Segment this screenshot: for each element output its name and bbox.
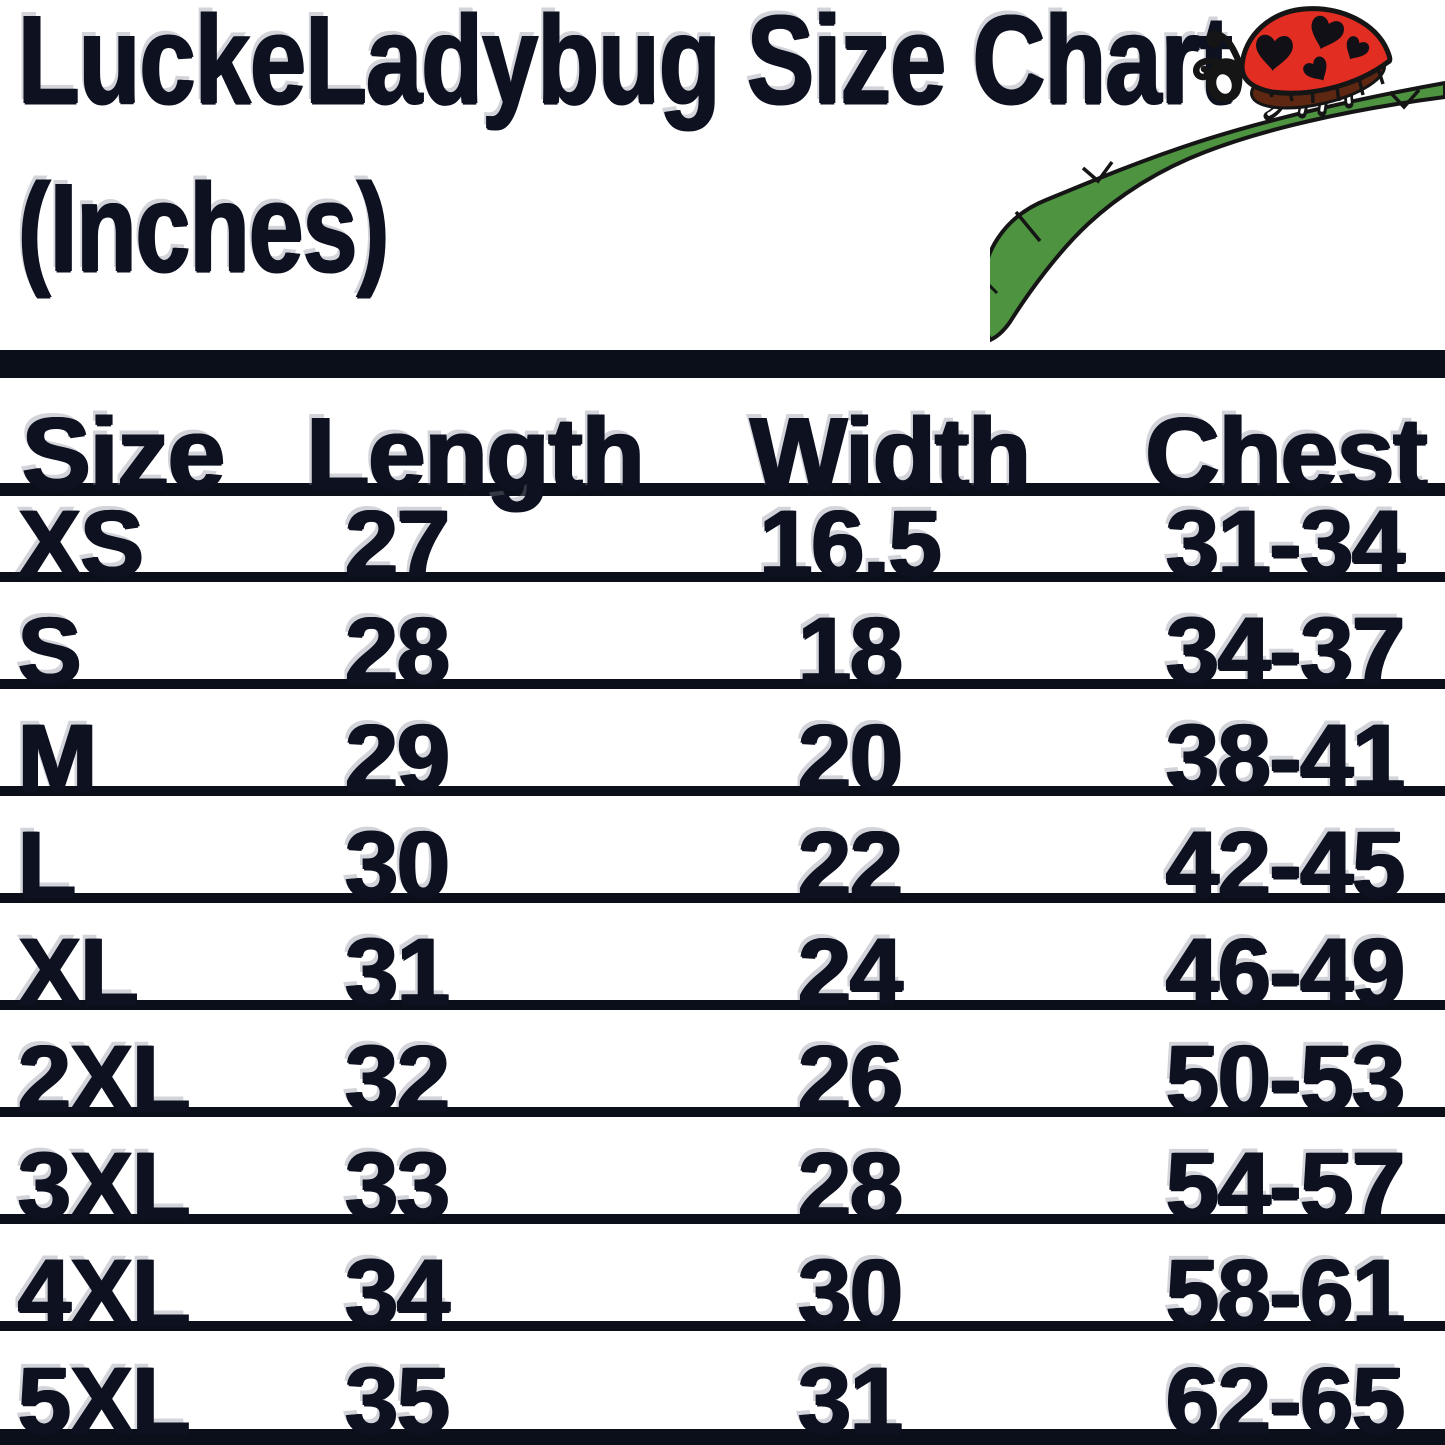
table-top-rule xyxy=(0,350,1445,378)
column-header-width: Width xyxy=(749,396,1031,511)
table-row-m: M 29 20 38-41 xyxy=(0,689,1445,806)
width-value: 18 xyxy=(798,598,903,704)
page-subtitle: (Inches) xyxy=(18,157,389,298)
length-value: 32 xyxy=(345,1026,450,1132)
chest-value: 34-37 xyxy=(1166,598,1405,704)
chest-value: 38-41 xyxy=(1166,705,1405,811)
leaf-blade xyxy=(990,81,1445,342)
length-value: 34 xyxy=(345,1240,450,1346)
width-value: 20 xyxy=(798,705,903,811)
size-value: M xyxy=(18,705,97,811)
size-value: XL xyxy=(18,919,138,1025)
width-value: 28 xyxy=(798,1133,903,1239)
width-value: 16.5 xyxy=(759,491,942,597)
column-header-length: Length xyxy=(306,396,644,511)
length-value: 29 xyxy=(345,705,450,811)
table-row-l: L 30 22 42-45 xyxy=(0,796,1445,913)
size-value: 5XL xyxy=(18,1348,190,1445)
table-row-4xl: 4XL 34 30 58-61 xyxy=(0,1224,1445,1341)
size-value: S xyxy=(18,598,81,704)
length-value: 33 xyxy=(345,1133,450,1239)
size-chart-table: Size Length Width Chest XS 27 16.5 31-34… xyxy=(0,350,1445,1445)
table-row-3xl: 3XL 33 28 54-57 xyxy=(0,1117,1445,1234)
size-value: 2XL xyxy=(18,1026,190,1132)
chest-value: 42-45 xyxy=(1166,812,1405,918)
column-header-size: Size xyxy=(22,396,225,511)
chest-value: 50-53 xyxy=(1166,1026,1405,1132)
size-value: L xyxy=(18,812,76,918)
chest-value: 31-34 xyxy=(1166,491,1405,597)
length-value: 28 xyxy=(345,598,450,704)
length-value: 31 xyxy=(345,919,450,1025)
table-row-5xl: 5XL 35 31 62-65 xyxy=(0,1331,1445,1445)
ladybug-head xyxy=(1206,58,1243,103)
table-row-xl: XL 31 24 46-49 xyxy=(0,903,1445,1020)
size-value: XS xyxy=(18,491,144,597)
page-title: LuckeLadybug Size Chart xyxy=(18,0,1233,130)
table-header-row: Size Length Width Chest xyxy=(0,378,1445,505)
width-value: 31 xyxy=(798,1348,903,1445)
width-value: 30 xyxy=(798,1240,903,1346)
table-row-2xl: 2XL 32 26 50-53 xyxy=(0,1010,1445,1127)
width-value: 26 xyxy=(798,1026,903,1132)
table-row-s: S 28 18 34-37 xyxy=(0,582,1445,699)
width-value: 24 xyxy=(798,919,903,1025)
chest-value: 46-49 xyxy=(1166,919,1405,1025)
chest-value: 58-61 xyxy=(1166,1240,1405,1346)
length-value: 35 xyxy=(345,1348,450,1445)
length-value: 30 xyxy=(345,812,450,918)
chest-value: 54-57 xyxy=(1166,1133,1405,1239)
length-value: 27 xyxy=(345,491,450,597)
size-value: 3XL xyxy=(18,1133,190,1239)
table-row-xs: XS 27 16.5 31-34 xyxy=(0,496,1445,592)
chest-value: 62-65 xyxy=(1166,1348,1405,1445)
width-value: 22 xyxy=(798,812,903,918)
table-bottom-rule xyxy=(0,1429,1445,1445)
ladybug-on-leaf-illustration xyxy=(990,6,1445,342)
ladybug-shell xyxy=(1239,6,1393,96)
size-value: 4XL xyxy=(18,1240,190,1346)
column-header-chest: Chest xyxy=(1145,396,1427,511)
